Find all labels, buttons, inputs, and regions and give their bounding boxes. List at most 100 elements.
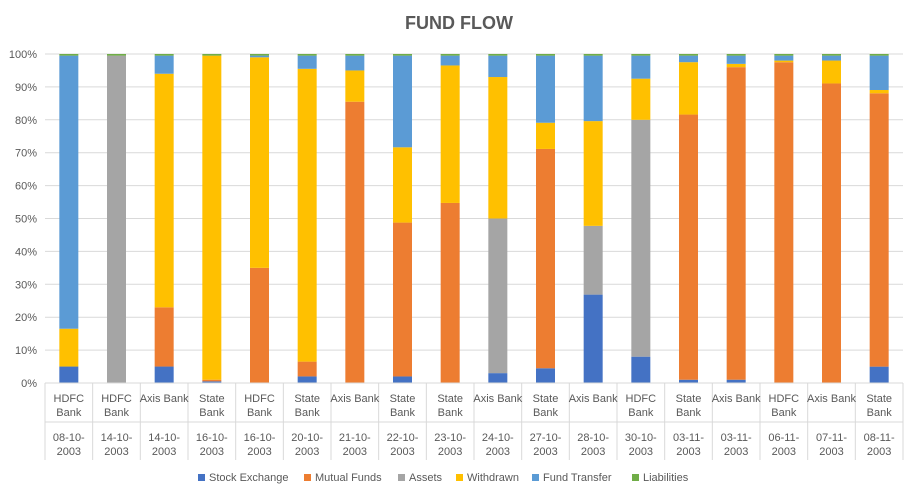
bar-segment [488,218,508,374]
bar-segment [345,101,365,383]
bar-segment [869,366,889,383]
legend-swatch [304,474,311,481]
bar-segment [869,90,889,94]
bar-segment [297,361,317,377]
x-category-label: State [294,393,320,405]
bar-segment [154,366,174,383]
x-date-label: 2003 [581,446,605,458]
x-date-label: 23-10- [434,432,466,444]
x-category-label: State [390,393,416,405]
bar-segment [345,55,365,71]
bar-segment [726,54,746,56]
bar-segment [488,373,508,383]
bar-segment [583,294,603,383]
x-date-label: 30-10- [625,432,657,444]
bar-segment [631,356,651,383]
bar-segment [583,55,603,122]
bar-segment [154,73,174,308]
bar-segment [726,63,746,68]
bar-segment [297,54,317,56]
x-date-label: 2003 [486,446,510,458]
bar-segment [345,54,365,56]
bar-segment [726,55,746,64]
bar-segment [107,54,126,56]
bar-segment [822,54,841,56]
chart-title: FUND FLOW [405,13,513,33]
bar-segment [583,121,603,226]
bar-segment [536,368,555,383]
bar-segment [393,55,412,148]
bar-segment [536,148,555,369]
bar-segment [393,54,412,56]
x-date-label: 14-10- [148,432,180,444]
bar-segment [536,54,555,56]
bar-segment [393,147,412,223]
bar-segment [59,366,79,383]
x-category-label: Bank [628,407,654,419]
x-category-label: State [866,393,892,405]
x-category-label: HDFC [769,393,800,405]
gridlines [45,53,903,384]
bar-segment [679,55,698,63]
bar-segment [488,55,508,78]
x-category-label: Bank [295,407,321,419]
bar-segment [822,60,841,84]
x-date-label: 2003 [343,446,367,458]
bar-segment [440,65,460,203]
x-date-label: 2003 [438,446,462,458]
y-tick-label: 30% [15,279,37,291]
bar-segment [202,379,222,382]
bar-segment [488,54,508,56]
x-date-label: 07-11- [816,432,847,444]
legend-label: Stock Exchange [209,472,289,484]
bar-segment [631,78,651,120]
x-date-label: 2003 [295,446,319,458]
bar-segment [869,93,889,367]
bar-segment [393,376,412,383]
y-tick-label: 80% [15,115,37,127]
legend: Stock Exchange Mutual Funds Assets Withdraw… [198,472,689,484]
bar-segment [154,55,174,74]
x-category-label: HDFC [626,393,657,405]
bar-segment [59,328,79,367]
bars [59,54,889,384]
bar-segment [202,381,222,383]
bar-segment [536,55,555,123]
bar-segment [154,307,174,367]
bar-segment [107,55,126,384]
legend-swatch [632,474,639,481]
bar-segment [679,114,698,380]
bar-segment [869,55,889,91]
legend-swatch [456,474,463,481]
bar-segment [631,119,651,357]
x-category-label: State [676,393,702,405]
bar-segment [250,55,269,58]
bar-segment [774,54,794,56]
bar-segment [59,55,79,329]
bar-segment [345,70,365,102]
x-date-label: 2003 [247,446,271,458]
bar-segment [822,83,841,384]
bar-segment [679,379,698,383]
legend-label: Withdrawn [467,472,519,484]
x-date-label: 2003 [819,446,843,458]
x-date-label: 03-11- [721,432,752,444]
bar-segment [440,54,460,56]
legend-label: Assets [409,472,443,484]
bar-segment [488,77,508,219]
bar-segment [154,54,174,56]
legend-label: Mutual Funds [315,472,382,484]
x-category-label: Axis Bank [473,393,522,405]
bar-segment [631,54,651,56]
x-category-label: Bank [390,407,416,419]
bar-segment [869,54,889,56]
x-category-label: Axis Bank [807,393,856,405]
x-category-label: Axis Bank [330,393,379,405]
x-category-label: HDFC [101,393,132,405]
x-category-label: Bank [676,407,702,419]
x-date-label: 2003 [533,446,557,458]
y-tick-label: 70% [15,148,37,160]
x-date-label: 2003 [200,446,224,458]
